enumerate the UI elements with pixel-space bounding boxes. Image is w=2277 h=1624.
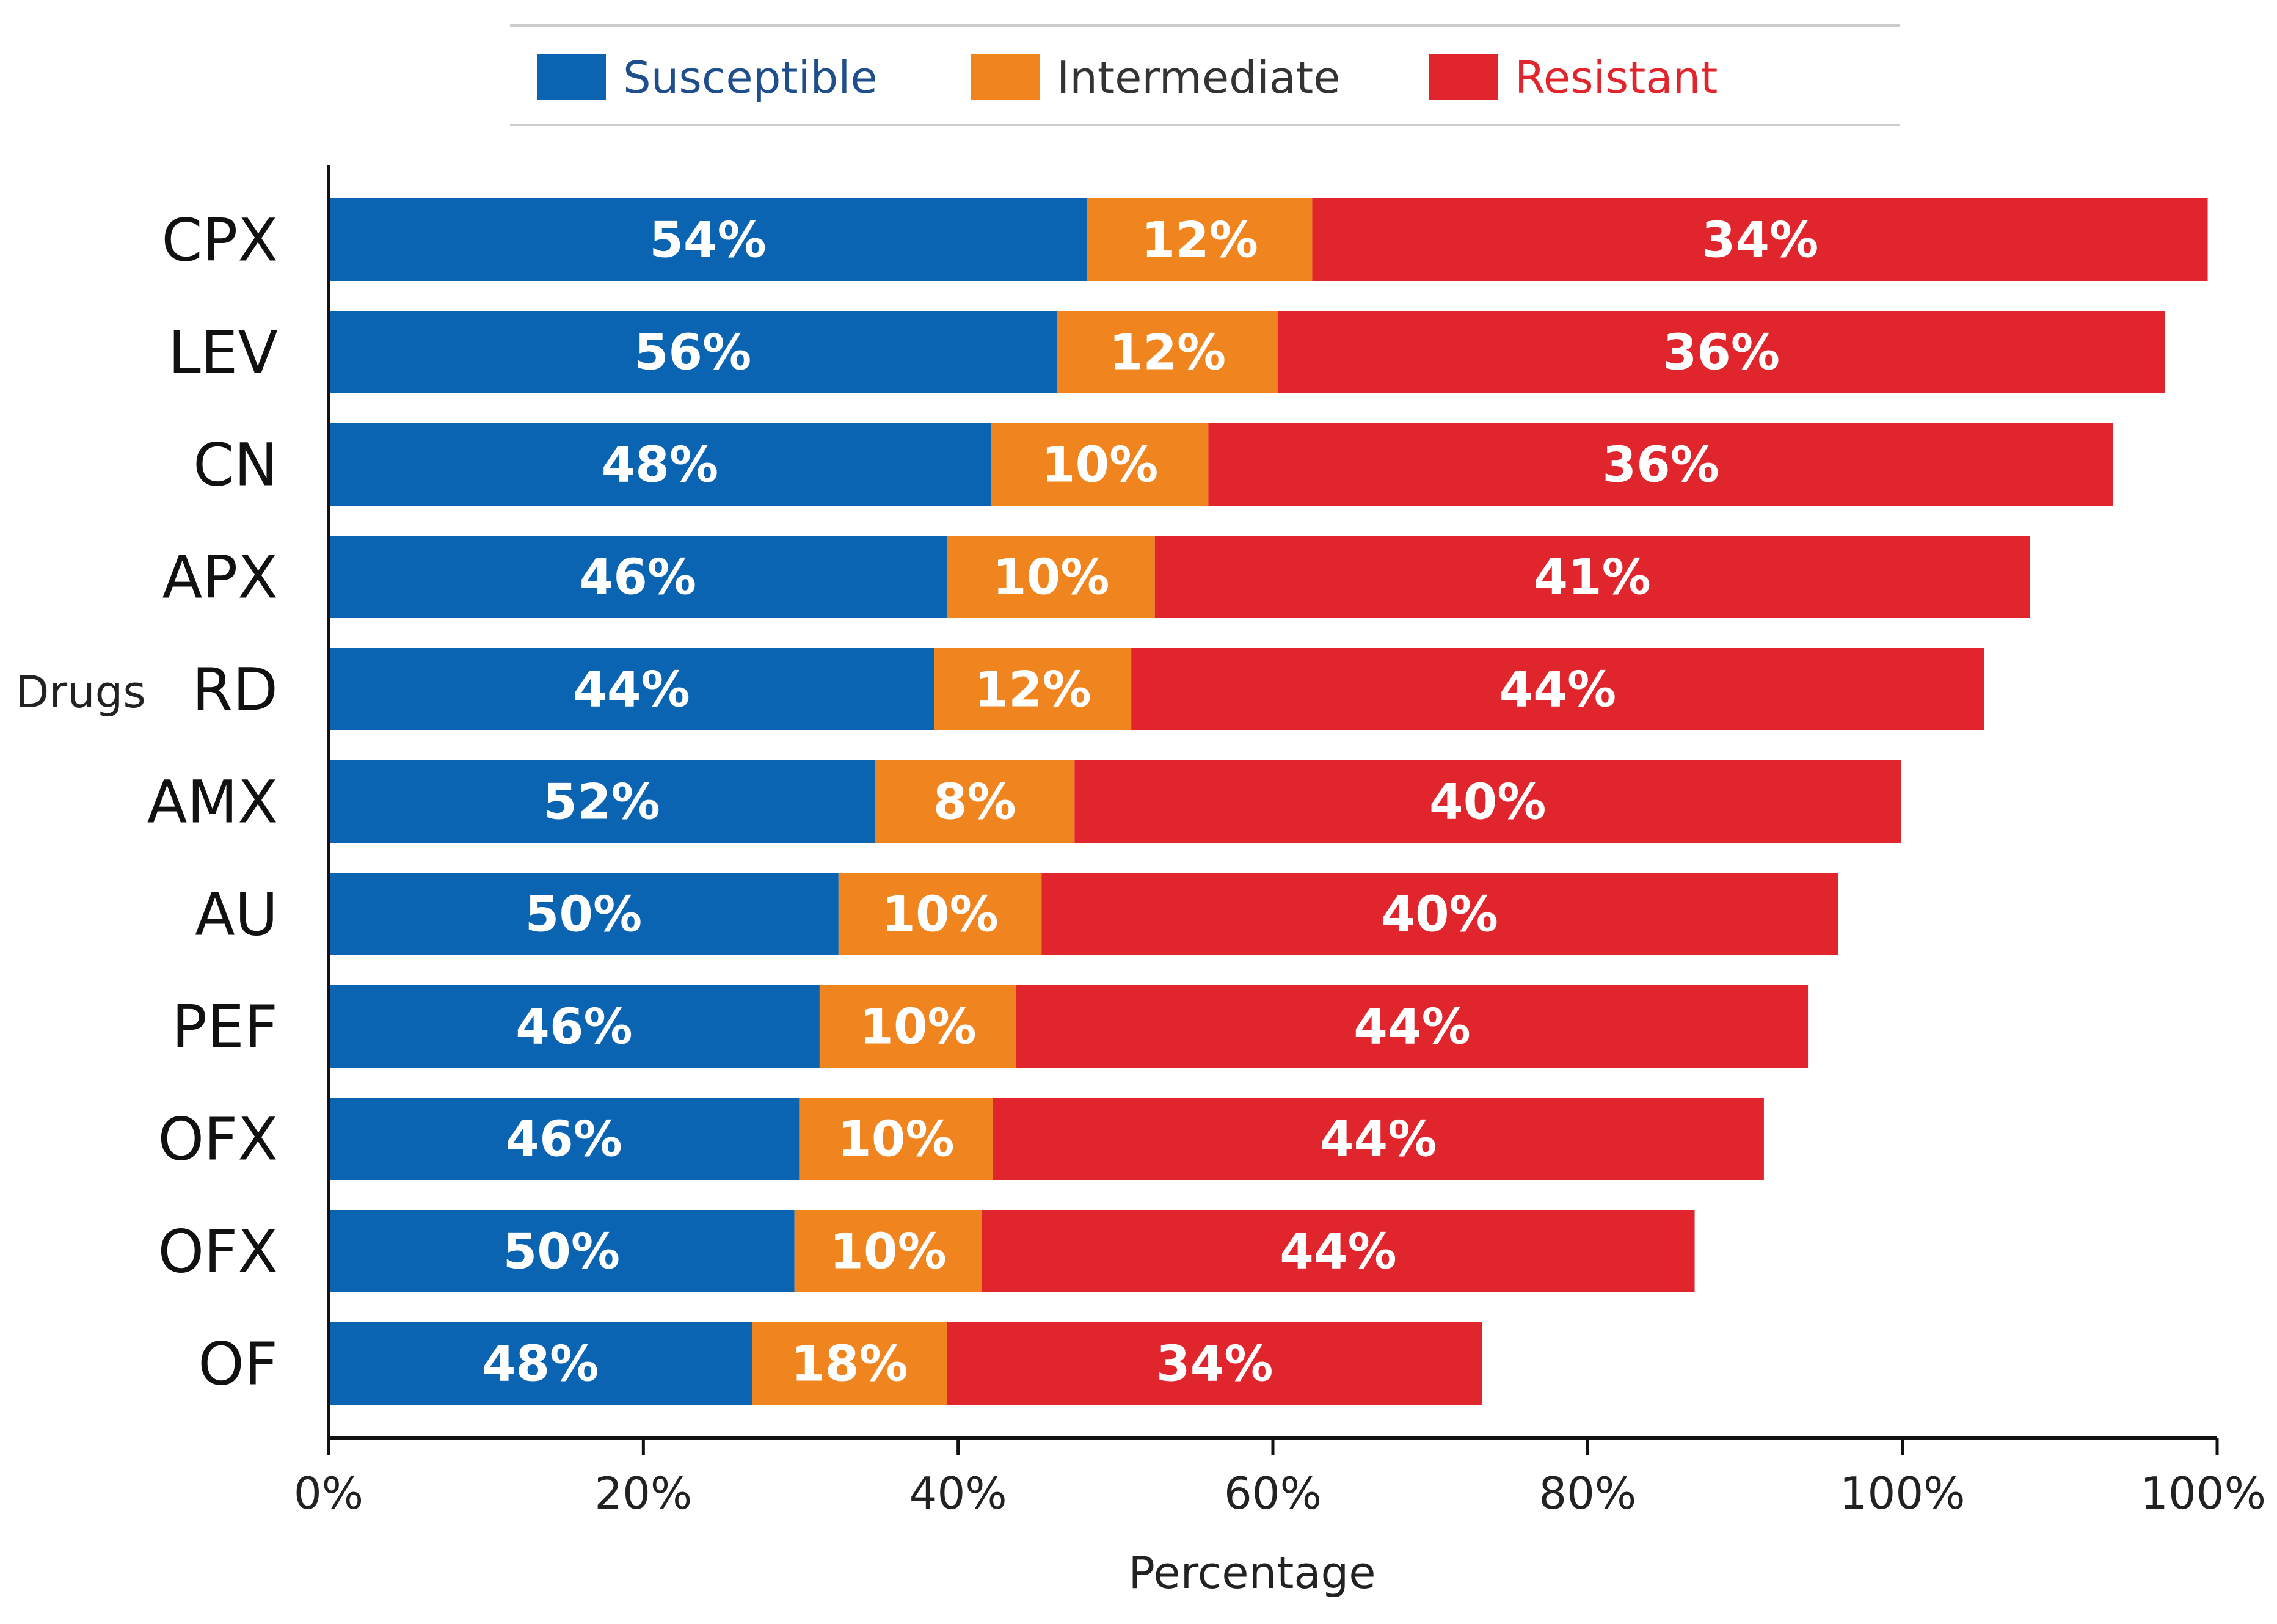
bar-apx-susceptible <box>329 536 947 618</box>
data-label-ofx-resistant: 44% <box>1320 1111 1437 1168</box>
bar-ofx-susceptible <box>329 1210 795 1292</box>
bar-ofx-susceptible <box>329 1098 800 1180</box>
legend-swatch-intermediate <box>971 54 1040 100</box>
bar-rd-susceptible <box>329 648 935 730</box>
category-label: OF <box>198 1330 278 1399</box>
data-label-apx-intermediate: 10% <box>993 549 1109 606</box>
bar-amx-resistant <box>1074 760 1901 843</box>
bar-au-intermediate <box>838 873 1042 955</box>
data-label-ofx-intermediate: 10% <box>837 1111 954 1168</box>
bar-au-susceptible <box>329 873 839 955</box>
x-tick-label: 100% <box>2140 1468 2266 1519</box>
data-label-ofx-susceptible: 50% <box>503 1223 620 1280</box>
data-label-cn-resistant: 36% <box>1602 437 1719 493</box>
x-tick-label: 100% <box>1840 1468 1966 1519</box>
bar-rd-intermediate <box>934 648 1132 730</box>
data-label-ofx-intermediate: 10% <box>829 1223 946 1280</box>
category-label: APX <box>162 544 278 612</box>
data-label-amx-susceptible: 52% <box>543 774 660 831</box>
bar-cn-intermediate <box>991 423 1209 506</box>
bar-apx-resistant <box>1154 536 2030 618</box>
legend-label-intermediate: Intermediate <box>1057 52 1341 103</box>
bar-of-intermediate <box>752 1322 947 1405</box>
category-label: OFX <box>158 1218 278 1286</box>
segment-labels-group: 54% 12% 34% 56% 12% 36% 48% 10% 36% 46% 10% 41% 44% 1… <box>482 212 1818 1393</box>
data-label-cpx-susceptible: 54% <box>649 212 766 269</box>
bar-ofx-intermediate <box>799 1098 993 1180</box>
bar-ofx-resistant <box>982 1210 1695 1292</box>
data-label-amx-intermediate: 8% <box>933 774 1016 831</box>
data-label-au-resistant: 40% <box>1381 886 1498 943</box>
data-label-pef-intermediate: 10% <box>859 999 976 1055</box>
data-label-of-intermediate: 18% <box>791 1336 908 1393</box>
bars-group <box>329 198 2208 1405</box>
data-label-au-intermediate: 10% <box>881 886 998 943</box>
data-label-lev-intermediate: 12% <box>1109 324 1226 381</box>
data-label-of-resistant: 34% <box>1156 1336 1273 1393</box>
data-label-ofx-resistant: 44% <box>1280 1223 1396 1280</box>
data-label-apx-resistant: 41% <box>1534 549 1650 606</box>
bar-lev-resistant <box>1277 311 2165 393</box>
category-label: AMX <box>147 768 278 837</box>
data-label-cpx-resistant: 34% <box>1702 212 1818 269</box>
bar-lev-susceptible <box>329 311 1057 393</box>
bar-lev-intermediate <box>1057 311 1278 393</box>
x-tick-label: 0% <box>294 1468 363 1519</box>
category-labels-group: CPX LEV CN APX RD AMX AU PEF OFX OFX OF <box>147 206 278 1399</box>
bar-rd-resistant <box>1131 648 1984 730</box>
bar-of-resistant <box>947 1322 1482 1405</box>
bar-cpx-intermediate <box>1087 198 1313 281</box>
x-tick-label: 20% <box>594 1468 692 1519</box>
bar-of-susceptible <box>329 1322 752 1405</box>
bar-amx-susceptible <box>329 760 875 843</box>
bar-amx-intermediate <box>875 760 1075 843</box>
data-label-rd-intermediate: 12% <box>974 661 1091 718</box>
x-tick-label: 60% <box>1224 1468 1322 1519</box>
bar-apx-intermediate <box>947 536 1155 618</box>
bar-cn-resistant <box>1208 423 2113 506</box>
x-tick-label: 80% <box>1539 1468 1636 1519</box>
x-ticks-group: 0% 20% 40% 60% 80% 100% 100% <box>294 1438 2266 1519</box>
data-label-lev-resistant: 36% <box>1663 324 1780 381</box>
data-label-ofx-susceptible: 46% <box>505 1111 622 1168</box>
bar-ofx-resistant <box>993 1098 1764 1180</box>
data-label-rd-resistant: 44% <box>1499 661 1616 718</box>
data-label-au-susceptible: 50% <box>525 886 642 943</box>
legend-swatch-susceptible <box>537 54 606 100</box>
legend-swatch-resistant <box>1429 54 1498 100</box>
bar-cpx-susceptible <box>329 198 1087 281</box>
data-label-amx-resistant: 40% <box>1429 774 1546 831</box>
category-label: PEF <box>172 993 278 1061</box>
data-label-apx-susceptible: 46% <box>580 549 696 606</box>
data-label-cpx-intermediate: 12% <box>1141 212 1258 269</box>
bar-pef-intermediate <box>819 985 1017 1068</box>
bar-cpx-resistant <box>1312 198 2208 281</box>
y-axis-title: Drugs <box>15 666 146 718</box>
x-axis-title: Percentage <box>1128 1547 1375 1598</box>
data-label-pef-susceptible: 46% <box>516 999 632 1055</box>
bar-ofx-intermediate <box>794 1210 982 1292</box>
legend-label-resistant: Resistant <box>1515 52 1718 103</box>
bar-au-resistant <box>1041 873 1838 955</box>
data-label-rd-susceptible: 44% <box>573 661 690 718</box>
data-label-cn-susceptible: 48% <box>602 437 718 493</box>
category-label: RD <box>192 656 278 724</box>
x-tick-label: 40% <box>909 1468 1007 1519</box>
bar-cn-susceptible <box>329 423 991 506</box>
data-label-lev-susceptible: 56% <box>635 324 751 381</box>
category-label: LEV <box>168 319 278 387</box>
data-label-cn-intermediate: 10% <box>1041 437 1158 493</box>
category-label: CPX <box>161 206 278 275</box>
data-label-pef-resistant: 44% <box>1353 999 1470 1055</box>
category-label: OFX <box>158 1105 278 1174</box>
legend-label-susceptible: Susceptible <box>623 52 878 103</box>
data-label-of-susceptible: 48% <box>482 1336 599 1393</box>
category-label: AU <box>195 881 278 949</box>
legend: Susceptible Intermediate Resistant <box>510 24 1900 126</box>
bar-pef-susceptible <box>329 985 820 1068</box>
category-label: CN <box>193 431 278 500</box>
bar-pef-resistant <box>1016 985 1809 1068</box>
